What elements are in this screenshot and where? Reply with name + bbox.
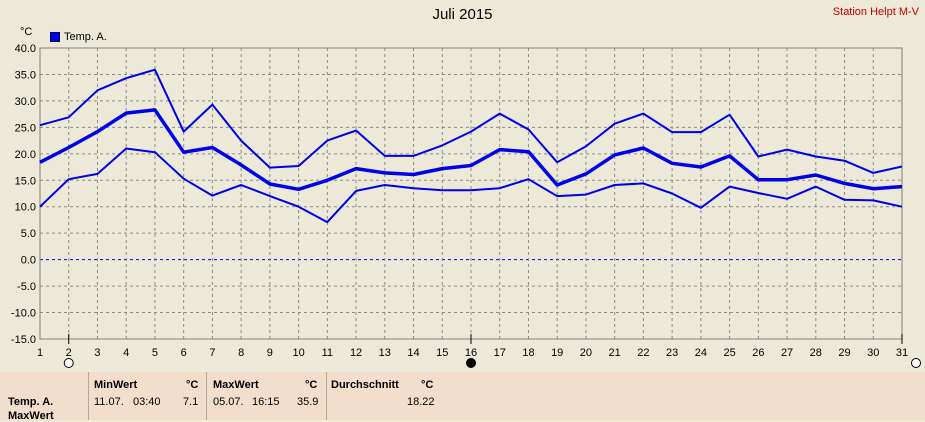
y-tick-label: -15.0 [11, 334, 36, 346]
chart-title: Juli 2015 [432, 6, 493, 23]
x-tick-label: 16 [465, 347, 477, 359]
x-tick-label: 7 [209, 347, 215, 359]
y-tick-label: 0.0 [21, 255, 36, 267]
stats-max-cell: MaxWert °C 05.07. 16:15 35.9 [206, 372, 325, 420]
temperature-chart: 40.0 35.0 30.0 25.0 20.0 15.0 10.0 5.0 0.0 -5.0 -1… [11, 43, 921, 368]
x-tick-label: 17 [494, 347, 506, 359]
stats-row-label-2: MaxWert [8, 410, 54, 422]
y-tick-label: 10.0 [15, 202, 36, 214]
x-tick-label: 5 [152, 347, 158, 359]
max-value: 35.9 [297, 396, 319, 408]
y-tick-label: 5.0 [21, 228, 36, 240]
min-date: 11.07. [94, 396, 124, 408]
x-tick-label: 3 [94, 347, 100, 359]
x-tick-label: 19 [551, 347, 563, 359]
y-tick-label: 25.0 [15, 122, 36, 134]
legend[interactable]: Temp. A. [50, 31, 107, 43]
max-time: 16:15 [252, 396, 280, 408]
legend-swatch [50, 32, 60, 42]
series-lines [39, 68, 903, 224]
avg-unit: °C [421, 379, 434, 391]
x-tick-label: 11 [322, 347, 333, 359]
min-time: 03:40 [133, 396, 161, 408]
x-tick-label: 2 [66, 347, 72, 359]
x-tick-label: 10 [292, 347, 304, 359]
x-tick-label: 9 [267, 347, 273, 359]
x-tick-label: 28 [810, 347, 822, 359]
stats-panel: Temp. A. MaxWert MinWert °C 11.07. 03:40… [0, 372, 925, 422]
x-tick-label: 27 [781, 347, 793, 359]
x-tick-label: 4 [123, 347, 129, 359]
avg-value: 18.22 [407, 396, 435, 408]
avg-header: Durchschnitt [331, 379, 399, 391]
min-unit: °C [186, 379, 199, 391]
x-tick-label: 21 [609, 347, 621, 359]
max-date: 05.07. [213, 396, 244, 408]
y-unit-label: °C [20, 26, 33, 38]
x-tick-label: 30 [867, 347, 879, 359]
x-tick-label: 12 [350, 347, 362, 359]
series-line-min [39, 147, 903, 224]
x-tick-label: 6 [181, 347, 187, 359]
stats-avg-cell: Durchschnitt °C 18.22 [326, 372, 441, 420]
y-tick-label: 30.0 [15, 96, 36, 108]
x-tick-label: 29 [838, 347, 850, 359]
y-tick-label: -10.0 [11, 308, 36, 320]
x-tick-label: 25 [723, 347, 735, 359]
x-tick-label: 18 [522, 347, 534, 359]
x-tick-label: 1 [37, 347, 43, 359]
range-marker [911, 358, 921, 368]
station-name: Station Helpt M-V [832, 6, 919, 18]
max-header: MaxWert [213, 379, 259, 391]
x-tick-label: 26 [752, 347, 764, 359]
y-tick-label: 40.0 [15, 43, 36, 55]
max-unit: °C [305, 379, 318, 391]
x-tick-label: 20 [580, 347, 592, 359]
stats-row-label: Temp. A. [8, 396, 54, 408]
min-header: MinWert [94, 379, 138, 391]
y-axis-labels: 40.0 35.0 30.0 25.0 20.0 15.0 10.0 5.0 0.0 -5.0 -1… [11, 43, 36, 346]
range-markers [63, 334, 921, 368]
x-tick-label: 8 [238, 347, 244, 359]
x-tick-label: 31 [896, 347, 908, 359]
series-line-avg [39, 108, 903, 192]
legend-label: Temp. A. [64, 31, 107, 43]
series-line-max [39, 68, 903, 174]
y-tick-label: -5.0 [17, 281, 36, 293]
range-marker [466, 358, 476, 368]
x-tick-label: 24 [695, 347, 707, 359]
x-tick-label: 14 [407, 347, 419, 359]
min-value: 7.1 [183, 396, 199, 408]
range-marker [63, 358, 74, 368]
x-axis-labels: 1 2 3 4 5 6 7 8 9 10 11 12 13 14 15 16 17 18 19 20 21 22 23 24 2… [37, 347, 908, 359]
x-tick-label: 23 [666, 347, 678, 359]
x-tick-label: 22 [637, 347, 649, 359]
x-tick-label: 13 [379, 347, 391, 359]
stats-min-cell: MinWert °C 11.07. 03:40 7.1 [88, 372, 205, 420]
chart-grid [40, 48, 902, 339]
x-tick-label: 15 [436, 347, 448, 359]
y-tick-label: 35.0 [15, 69, 36, 81]
y-tick-label: 15.0 [15, 175, 36, 187]
y-tick-label: 20.0 [15, 149, 36, 161]
